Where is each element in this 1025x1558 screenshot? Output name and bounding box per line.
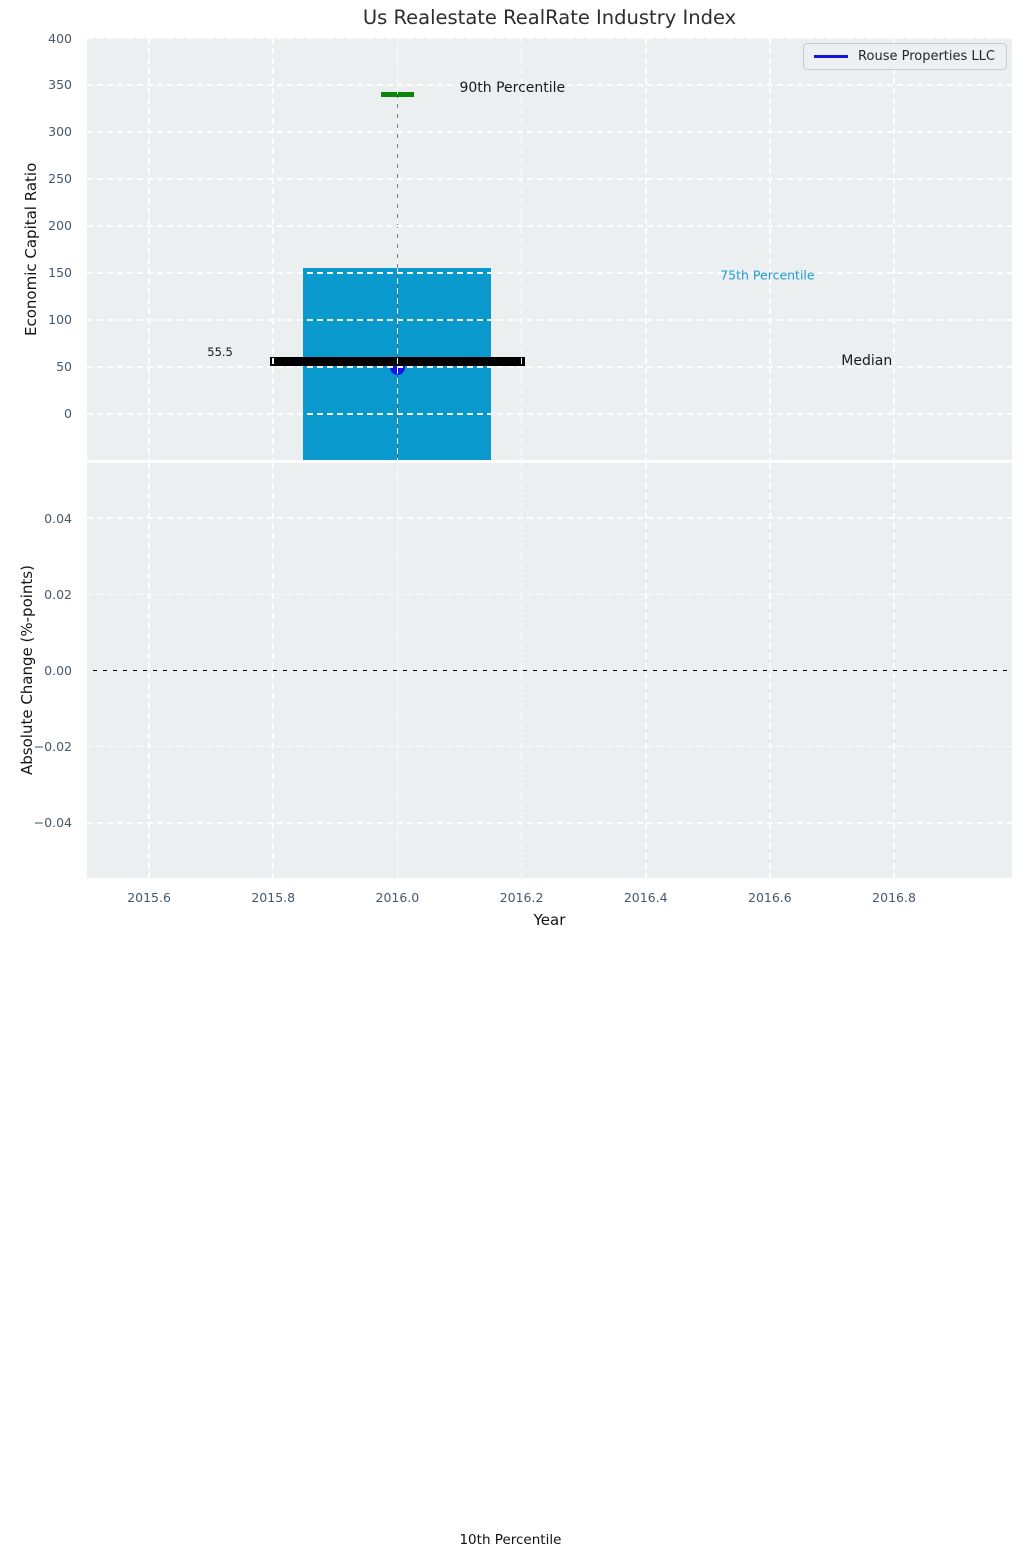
x-axis-label: Year (533, 911, 566, 929)
y-tick-label: 300 (48, 124, 72, 140)
legend-box: Rouse Properties LLC (803, 43, 1007, 70)
h-gridline (87, 37, 1012, 39)
y-axis-label-top: Economic Capital Ratio (22, 162, 40, 336)
v-gridline (644, 463, 647, 878)
y-tick-label: 100 (48, 312, 72, 328)
p10-annotation: 10th Percentile (459, 1532, 562, 1548)
y-tick-label: −0.04 (33, 815, 72, 831)
y-tick-label: 50 (56, 359, 72, 375)
y-tick-label: 350 (48, 77, 72, 93)
y-tick-label: 0.02 (44, 586, 72, 602)
h-gridline (87, 413, 1012, 415)
x-tick-label: 2016.0 (375, 890, 420, 905)
top-subplot: Rouse Properties LLC 90th Percentile 75th… (87, 37, 1012, 460)
v-gridline (769, 463, 771, 878)
legend-line-swatch (814, 55, 849, 58)
y-tick-label: 0.04 (44, 510, 72, 526)
annotation-median: Median (841, 353, 893, 370)
y-tick-label: 0 (64, 406, 72, 422)
v-gridline (644, 38, 647, 460)
x-tick-label: 2016.6 (748, 890, 792, 905)
x-tick-label: 2016.4 (623, 890, 668, 905)
annotation-55-5: 55.5 (207, 344, 233, 359)
bottom-subplot (87, 463, 1012, 878)
v-gridline (893, 38, 895, 460)
v-gridline (396, 38, 399, 460)
y-tick-label: 400 (48, 30, 72, 46)
y-tick-label: −0.02 (33, 739, 72, 755)
v-gridline (893, 463, 895, 878)
annotation-90th-percentile: 90th Percentile (459, 79, 566, 96)
h-gridline (87, 517, 1012, 519)
v-gridline (148, 38, 150, 460)
h-gridline (87, 319, 1012, 321)
h-gridline (87, 821, 1012, 824)
v-gridline (272, 463, 275, 878)
h-gridline (87, 225, 1012, 227)
h-gridline (87, 272, 1012, 274)
h-gridline (87, 131, 1012, 133)
x-tick-label: 2016.2 (499, 890, 544, 905)
y-tick-label: 150 (48, 265, 72, 281)
h-gridline (87, 84, 1012, 86)
h-gridline (87, 593, 1012, 596)
h-gridline (87, 669, 1012, 672)
x-tick-label: 2015.8 (251, 890, 296, 905)
v-gridline (769, 38, 771, 460)
v-gridline (396, 463, 399, 878)
v-gridline (148, 463, 150, 878)
y-tick-label: 200 (48, 218, 72, 234)
y-tick-label: 250 (48, 171, 72, 187)
chart-title: Us Realestate RealRate Industry Index (362, 6, 737, 29)
x-tick-label: 2015.6 (127, 890, 171, 905)
v-gridline (520, 463, 523, 878)
v-gridline (272, 38, 275, 460)
x-tick-label: 2016.8 (872, 890, 916, 905)
annotation-75th-percentile: 75th Percentile (720, 267, 815, 283)
h-gridline (87, 178, 1012, 180)
y-tick-label: 0.00 (44, 663, 72, 678)
legend-label: Rouse Properties LLC (858, 49, 995, 64)
v-gridline (520, 38, 523, 460)
h-gridline (87, 366, 1012, 368)
h-gridline (87, 745, 1012, 748)
